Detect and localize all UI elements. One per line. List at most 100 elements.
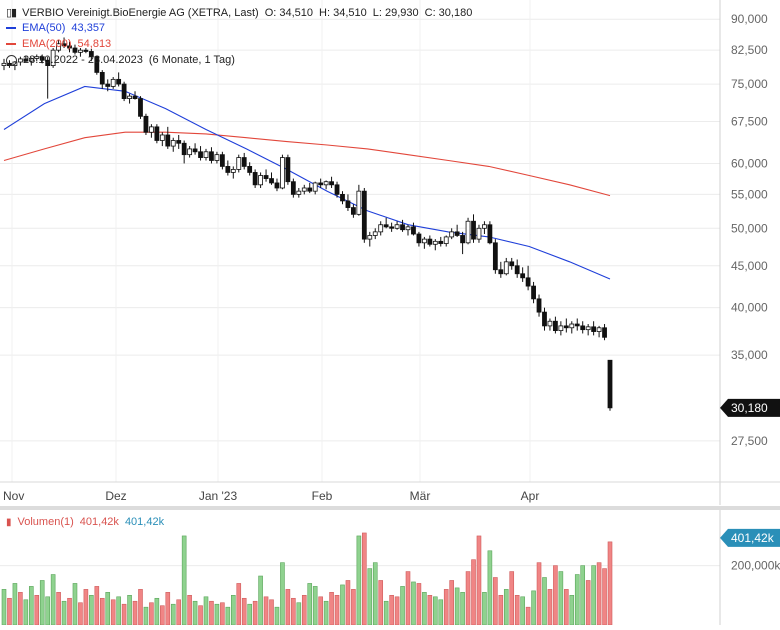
volume-bar [50,574,56,626]
volume-bar [285,589,291,626]
candle-body [165,134,171,147]
date-range-row: 28.10.2022 - 28.04.2023 (6 Monate, 1 Tag… [6,54,241,66]
candle-body [285,157,291,183]
candle [596,325,602,338]
price-grid [0,0,720,482]
candle [127,93,132,104]
candle [34,54,40,62]
candle-body [56,43,61,51]
candle-body [241,157,247,167]
price-tick-label: 35,000 [731,348,768,362]
candle [230,166,236,179]
candle [465,217,471,245]
candle-body [531,285,536,300]
volume-bar [569,595,575,626]
candle [476,224,482,243]
volume-bar [340,584,345,626]
instrument-name: VERBIO Vereinigt.BioEnergie AG (XETRA, L… [22,6,259,19]
candle [116,72,122,87]
candle-body [61,43,67,47]
candle-body [17,58,23,63]
candle [61,37,67,49]
ema200-legend[interactable]: EMA(200) 54,813 [6,38,117,50]
candle [269,172,274,185]
candle [39,54,45,64]
candle [498,261,504,278]
candle [187,146,193,158]
volume-bar [416,583,422,626]
volume-bar [400,586,405,626]
volume-bar [498,595,504,626]
candle-body [514,265,520,275]
ema50-swatch [6,27,16,29]
candle-body [45,59,51,66]
volume-bar [318,596,323,626]
candle [531,281,536,304]
candle-body [340,193,345,202]
volume-bar [574,574,580,626]
volume-bar [531,590,536,626]
ema200-line [3,131,611,197]
volume-bar [307,583,313,626]
candle-body [1,62,7,66]
candle [312,181,318,195]
candle-body [525,277,531,287]
candle-body [28,58,34,62]
candle-body [236,157,242,170]
candle-body [312,182,318,192]
candle-body [443,236,449,244]
volume-bar [72,583,78,626]
candle-body [143,115,149,133]
volume-bar [514,595,520,626]
candle-body [170,140,176,147]
candle-body [149,126,154,133]
clock-icon [6,54,17,66]
close-value: C: 30,180 [424,6,473,19]
price-tick-label: 67,500 [731,115,768,129]
candle-body [416,233,422,244]
instrument-header: ▯▮ VERBIO Vereinigt.BioEnergie AG (XETRA… [6,6,478,20]
time-axis: Nov Dez Jan '23 Feb Mär Apr [0,481,780,510]
candle [219,151,225,170]
candle [296,187,302,198]
candle-body [563,325,569,329]
volume-bar [465,571,471,626]
volume-bar [558,571,564,626]
candle [285,154,291,185]
candle-body [405,226,411,231]
candle [318,178,324,188]
volume-value-red: 401,42k [79,516,119,528]
price-tick-label: 55,000 [731,187,768,201]
candle [520,267,526,282]
candle [482,221,487,235]
candle-body [383,224,389,228]
candle-body [176,140,182,144]
candle [50,48,56,68]
candle [514,259,520,278]
candle [192,143,198,155]
volume-bar [547,589,553,626]
period-label: (6 Monate, 1 Tag) [148,54,235,66]
price-tick-label: 50,000 [731,221,768,235]
candle [149,124,154,138]
volume-bar [12,583,18,626]
candle-body [498,269,504,275]
volume-bar [493,577,498,626]
volume-bar [607,541,613,626]
ema50-legend[interactable]: EMA(50) 43,357 [6,22,111,34]
candle-body [591,326,597,332]
candle-body [574,323,580,327]
volume-bar [165,592,171,626]
volume-bar [252,600,258,626]
volume-label: Volumen(1) [17,516,74,528]
volume-bar [247,603,252,626]
candle-body [487,224,493,244]
candle [553,316,558,334]
candle [580,321,586,334]
candle-body [138,98,143,117]
volume-bar [323,600,329,626]
candle-body [492,242,498,271]
candle-body [50,49,56,66]
